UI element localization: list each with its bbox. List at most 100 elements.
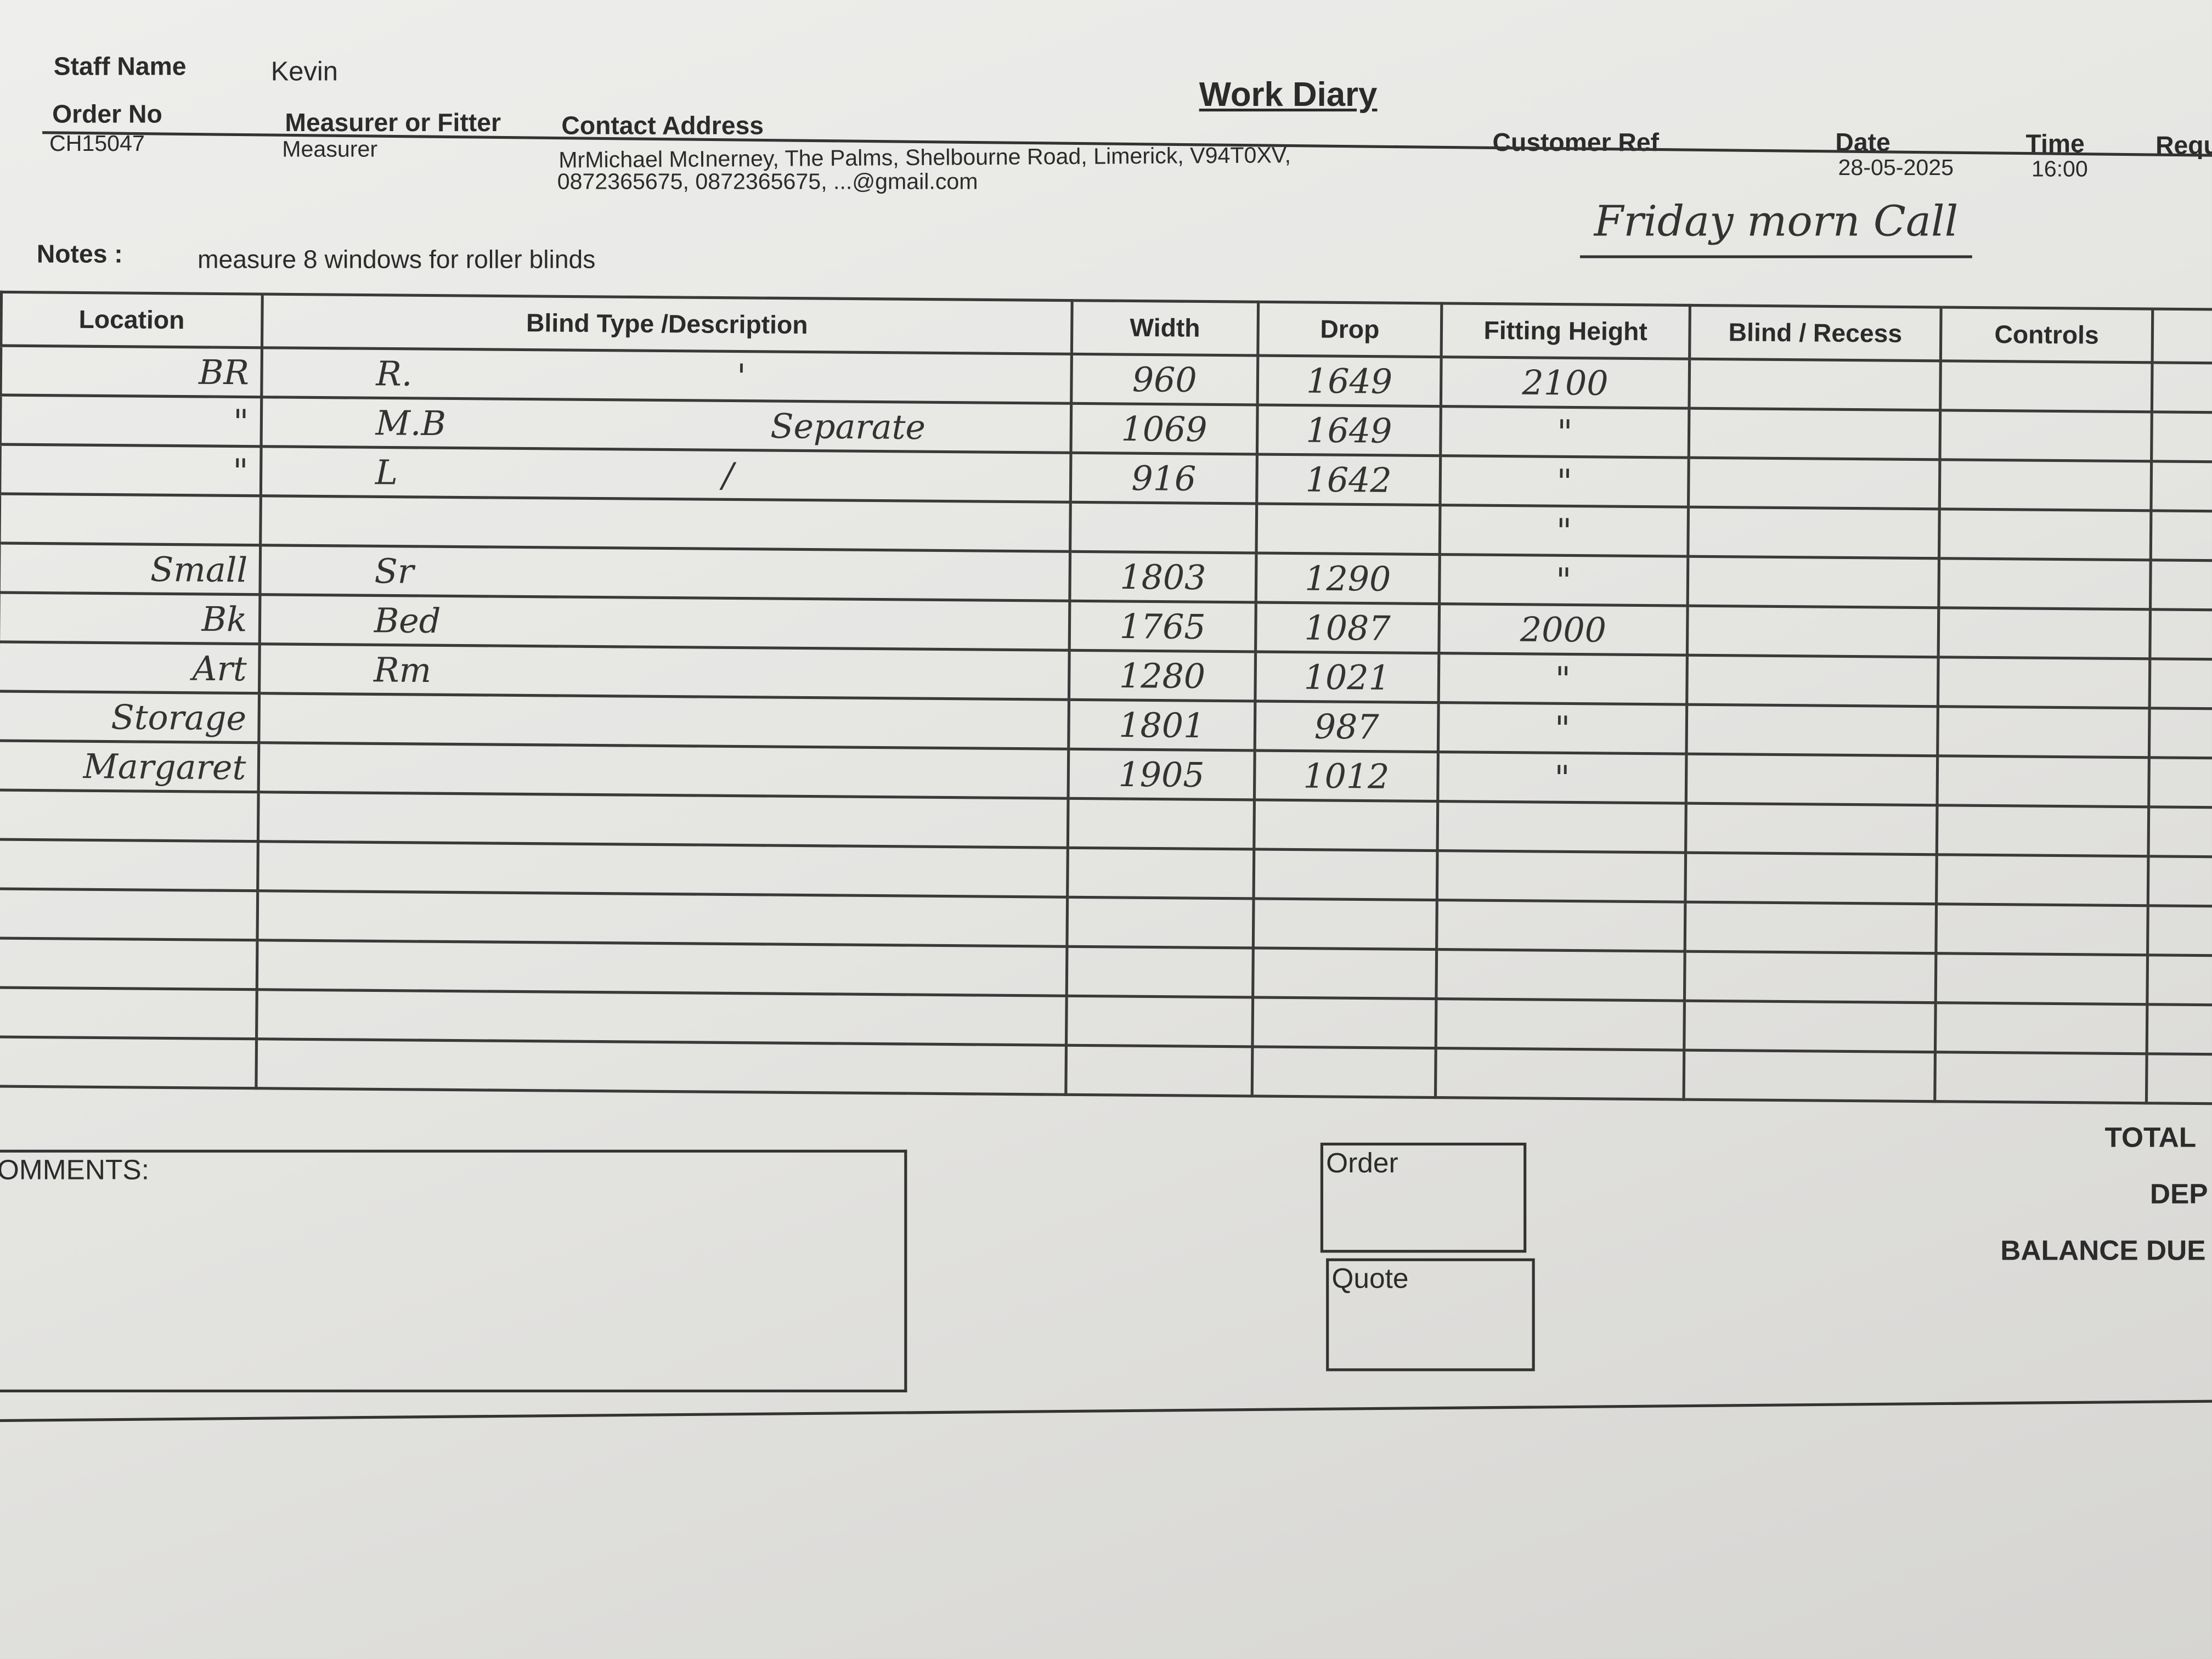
location-cell[interactable]: Art	[0, 641, 260, 693]
extra-cell[interactable]	[2146, 1053, 2212, 1104]
width-cell[interactable]	[1066, 996, 1253, 1047]
drop-cell[interactable]: 1087	[1255, 602, 1440, 653]
controls-cell[interactable]	[1936, 854, 2148, 906]
blind-recess-cell[interactable]	[1685, 902, 1937, 953]
width-cell[interactable]: 960	[1071, 354, 1258, 405]
blind-recess-cell[interactable]	[1684, 1001, 1936, 1052]
controls-cell[interactable]	[1938, 657, 2150, 708]
blind-recess-cell[interactable]	[1688, 507, 1940, 558]
fitting-height-cell[interactable]: "	[1439, 554, 1688, 606]
width-cell[interactable]	[1068, 798, 1255, 849]
blind-recess-cell[interactable]	[1685, 853, 1937, 904]
location-cell[interactable]: "	[0, 444, 262, 496]
description-cell[interactable]: R. '	[261, 347, 1072, 404]
blind-recess-cell[interactable]	[1685, 803, 1937, 855]
blind-recess-cell[interactable]	[1689, 408, 1940, 460]
extra-cell[interactable]	[2148, 806, 2212, 857]
width-cell[interactable]	[1067, 848, 1254, 899]
fitting-height-cell[interactable]: "	[1437, 752, 1686, 804]
location-cell[interactable]: Bk	[0, 592, 260, 644]
description-cell[interactable]	[258, 693, 1069, 749]
extra-cell[interactable]	[2148, 856, 2212, 907]
location-cell[interactable]	[0, 839, 258, 891]
extra-cell[interactable]	[2149, 708, 2212, 759]
comments-box[interactable]: OMMENTS:	[0, 1149, 907, 1392]
blind-recess-cell[interactable]	[1686, 655, 1939, 707]
description-cell[interactable]	[258, 742, 1069, 799]
controls-cell[interactable]	[1938, 558, 2151, 610]
blind-recess-cell[interactable]	[1686, 754, 1938, 805]
drop-cell[interactable]: 1012	[1254, 750, 1438, 802]
width-cell[interactable]: 1801	[1068, 699, 1255, 751]
fitting-height-cell[interactable]	[1436, 900, 1685, 952]
width-cell[interactable]: 1765	[1069, 601, 1256, 652]
description-cell[interactable]	[257, 890, 1068, 947]
controls-cell[interactable]	[1934, 1052, 2147, 1103]
controls-cell[interactable]	[1936, 904, 2148, 955]
fitting-height-cell[interactable]	[1436, 949, 1685, 1001]
controls-cell[interactable]	[1940, 360, 2153, 412]
fitting-height-cell[interactable]: 2000	[1438, 603, 1688, 656]
drop-cell[interactable]	[1252, 997, 1436, 1048]
location-cell[interactable]	[0, 493, 261, 545]
drop-cell[interactable]: 1649	[1257, 405, 1441, 456]
fitting-height-cell[interactable]	[1435, 1048, 1684, 1100]
extra-cell[interactable]	[2147, 1004, 2212, 1055]
blind-recess-cell[interactable]	[1688, 556, 1939, 608]
blind-recess-cell[interactable]	[1689, 359, 1941, 410]
drop-cell[interactable]	[1253, 898, 1437, 950]
description-cell[interactable]: Bed	[259, 594, 1070, 651]
extra-cell[interactable]	[2152, 362, 2212, 413]
drop-cell[interactable]: 1021	[1255, 651, 1439, 703]
width-cell[interactable]	[1070, 502, 1257, 553]
blind-recess-cell[interactable]	[1684, 1050, 1936, 1102]
blind-recess-cell[interactable]	[1688, 458, 1940, 509]
controls-cell[interactable]	[1939, 410, 2152, 461]
description-cell[interactable]: L /	[261, 446, 1071, 503]
quote-checkbox[interactable]: Quote	[1326, 1258, 1535, 1372]
blind-recess-cell[interactable]	[1686, 704, 1938, 756]
location-cell[interactable]: Storage	[0, 691, 259, 743]
drop-cell[interactable]	[1252, 947, 1437, 999]
extra-cell[interactable]	[2151, 510, 2212, 561]
controls-cell[interactable]	[1937, 706, 2150, 758]
fitting-height-cell[interactable]: "	[1438, 702, 1687, 754]
controls-cell[interactable]	[1937, 755, 2149, 807]
blind-recess-cell[interactable]	[1687, 606, 1939, 657]
location-cell[interactable]	[0, 789, 259, 842]
drop-cell[interactable]: 987	[1255, 701, 1439, 752]
drop-cell[interactable]	[1252, 1046, 1436, 1098]
controls-cell[interactable]	[1937, 805, 2149, 856]
location-cell[interactable]: Margaret	[0, 740, 259, 792]
fitting-height-cell[interactable]: 2100	[1441, 357, 1690, 409]
description-cell[interactable]: M.B Separate	[261, 397, 1071, 453]
location-cell[interactable]: Small	[0, 543, 261, 595]
width-cell[interactable]: 916	[1070, 453, 1257, 504]
controls-cell[interactable]	[1938, 607, 2151, 659]
controls-cell[interactable]	[1939, 459, 2152, 511]
description-cell[interactable]	[257, 940, 1067, 996]
extra-cell[interactable]	[2149, 658, 2212, 709]
location-cell[interactable]	[0, 938, 257, 990]
extra-cell[interactable]	[2147, 905, 2212, 956]
controls-cell[interactable]	[1939, 509, 2151, 560]
extra-cell[interactable]	[2151, 461, 2212, 512]
description-cell[interactable]	[258, 792, 1069, 848]
controls-cell[interactable]	[1935, 1002, 2147, 1054]
extra-cell[interactable]	[2149, 609, 2212, 660]
width-cell[interactable]: 1280	[1069, 650, 1256, 701]
fitting-height-cell[interactable]: "	[1440, 455, 1689, 507]
fitting-height-cell[interactable]: "	[1440, 505, 1689, 557]
drop-cell[interactable]	[1256, 503, 1440, 555]
width-cell[interactable]	[1066, 946, 1254, 997]
width-cell[interactable]: 1803	[1069, 551, 1257, 602]
description-cell[interactable]	[256, 989, 1067, 1046]
description-cell[interactable]	[260, 495, 1071, 552]
extra-cell[interactable]	[2151, 411, 2212, 462]
width-cell[interactable]: 1069	[1071, 403, 1258, 454]
width-cell[interactable]	[1066, 897, 1254, 948]
width-cell[interactable]	[1065, 1045, 1252, 1096]
drop-cell[interactable]	[1254, 799, 1438, 851]
drop-cell[interactable]	[1254, 849, 1438, 900]
controls-cell[interactable]	[1936, 953, 2148, 1005]
